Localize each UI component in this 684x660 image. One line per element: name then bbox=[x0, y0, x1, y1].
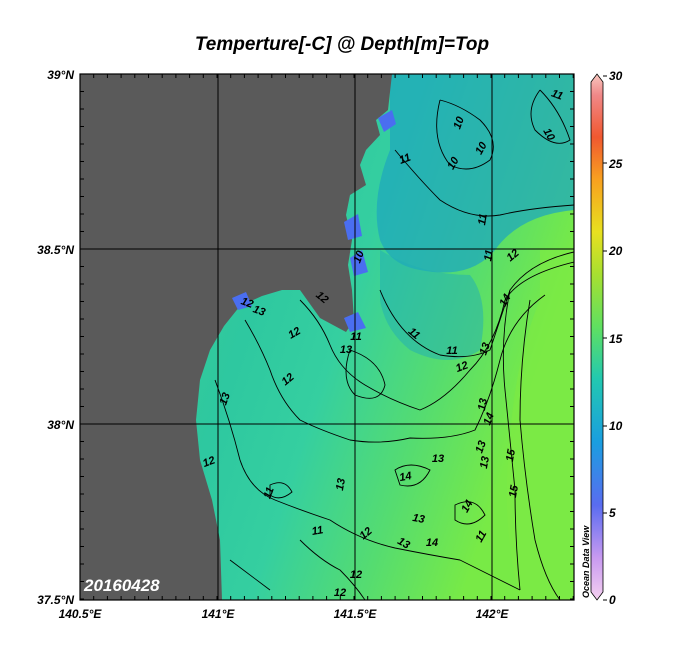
colorbar-tick-label: 30 bbox=[609, 69, 623, 83]
contour-label: 13 bbox=[251, 303, 267, 318]
contour-label: 13 bbox=[478, 455, 492, 469]
contour-label: 12 bbox=[350, 569, 362, 581]
contour-label: 11 bbox=[473, 529, 489, 545]
contour-label: 14 bbox=[481, 411, 496, 427]
lat-tick-label: 39°N bbox=[47, 68, 74, 82]
graticule bbox=[80, 74, 574, 600]
contour-label: 13 bbox=[395, 535, 412, 552]
contour-label: 15 bbox=[504, 448, 518, 463]
contour-label: 14 bbox=[398, 470, 412, 484]
contour-label: 13 bbox=[334, 477, 348, 491]
contour-label: 13 bbox=[432, 453, 444, 465]
lon-tick-label: 142°E bbox=[476, 607, 510, 621]
lon-tick-label: 141°E bbox=[202, 607, 236, 621]
lon-tick-label: 141.5°E bbox=[334, 607, 378, 621]
contour-label: 14 bbox=[426, 537, 438, 549]
tick-marks bbox=[79, 73, 574, 600]
contour-label: 12 bbox=[454, 359, 470, 374]
contour-label: 15 bbox=[507, 484, 521, 499]
coastal-patch bbox=[344, 214, 362, 240]
ocean-data-view-label: Ocean Data View bbox=[581, 525, 591, 598]
contour-label: 12 bbox=[334, 587, 346, 599]
date-label: 20160428 bbox=[83, 576, 160, 595]
coastal-patch bbox=[232, 292, 252, 310]
colorbar-tick-label: 10 bbox=[609, 419, 623, 433]
contour-label: 11 bbox=[476, 213, 490, 226]
colorbar-tick-label: 5 bbox=[609, 506, 616, 520]
contour-label: 10 bbox=[451, 114, 467, 130]
land-mass bbox=[80, 74, 392, 600]
lon-tick-label: 140.5°E bbox=[59, 607, 103, 621]
contour-lines bbox=[214, 89, 574, 600]
contour-label: 13 bbox=[340, 344, 352, 356]
contour-label: 13 bbox=[473, 439, 488, 455]
cold-water-region bbox=[376, 74, 574, 273]
colorbar-tick-label: 0 bbox=[609, 593, 616, 607]
lat-tick-label: 38.5°N bbox=[37, 243, 74, 257]
colorbar-tick-label: 20 bbox=[608, 244, 623, 258]
contour-label: 11 bbox=[446, 345, 457, 357]
lat-tick-label: 38°N bbox=[47, 418, 74, 432]
colorbar: 30 25 20 15 10 5 0 bbox=[590, 69, 623, 607]
contour-label: 14 bbox=[459, 498, 476, 515]
contour-label: 13 bbox=[476, 397, 490, 411]
contour-label: 12 bbox=[201, 454, 217, 469]
coastal-patch bbox=[378, 110, 396, 132]
colorbar-tick-label: 25 bbox=[608, 157, 623, 171]
contour-label: 11 bbox=[262, 486, 277, 501]
contour-label: 11 bbox=[482, 249, 496, 262]
contour-label: 13 bbox=[411, 512, 425, 526]
colorbar-tick-label: 15 bbox=[609, 332, 623, 346]
contour-label: 11 bbox=[398, 152, 413, 167]
contour-label: 12 bbox=[239, 295, 255, 310]
colorbar-ramp bbox=[590, 73, 604, 601]
contour-label: 11 bbox=[350, 331, 361, 343]
contour-label: 13 bbox=[477, 341, 492, 357]
map-title: Temperture[-C] @ Depth[m]=Top bbox=[194, 34, 490, 55]
contour-label: 14 bbox=[497, 292, 514, 309]
contour-label: 11 bbox=[550, 88, 565, 103]
warm-water-region bbox=[506, 250, 574, 600]
contour-label: 13 bbox=[217, 391, 232, 407]
lat-tick-label: 37.5°N bbox=[37, 593, 74, 607]
contour-label: 11 bbox=[311, 524, 324, 538]
contour-label: 12 bbox=[286, 325, 303, 342]
